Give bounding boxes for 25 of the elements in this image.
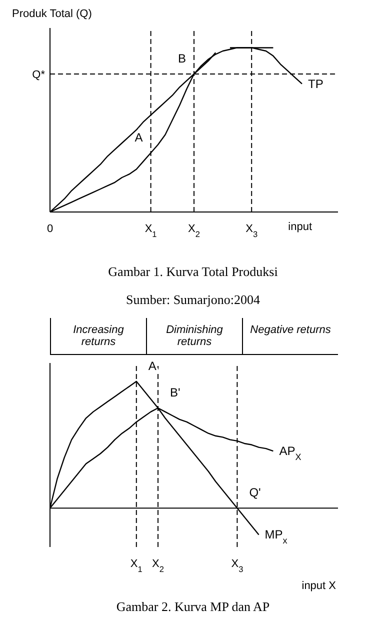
text: Gambar 2. Kurva MP dan AP [115, 599, 271, 615]
x-tick-label: X$_{3}$ [231, 558, 244, 574]
x-axis-title: input [288, 221, 312, 233]
text: Gambar 1. Kurva Total Produksi [107, 264, 279, 280]
x-axis-title: input X [302, 580, 337, 592]
text: Increasing returns [51, 318, 147, 354]
x-tick-label: X$_{1}$ [130, 558, 143, 574]
text: Diminishing returns [147, 318, 243, 354]
x-tick-label: X$_{2}$ [188, 223, 200, 238]
annotation: A [134, 130, 143, 144]
annotation: B' [170, 386, 180, 400]
text: Sumber: Sumarjono:2004 [125, 292, 261, 308]
ref-line-label: Q* [32, 68, 46, 81]
annotation: A [148, 358, 156, 373]
text: Negative returns [249, 323, 332, 338]
x-tick-label: 0 [46, 223, 54, 235]
series-label: TP [308, 76, 324, 91]
x-tick-label: X$_{2}$ [152, 558, 164, 574]
annotation: B [178, 52, 186, 66]
x-tick-label: X$_{3}$ [246, 223, 258, 238]
annotation: Q' [249, 486, 261, 500]
x-tick-label: X$_{1}$ [144, 223, 158, 238]
series-label: AP$_{X}$ [279, 444, 302, 462]
series-label: MP$_{x}$ [264, 528, 288, 546]
y-axis-title: Produk Total (Q) [12, 8, 93, 20]
